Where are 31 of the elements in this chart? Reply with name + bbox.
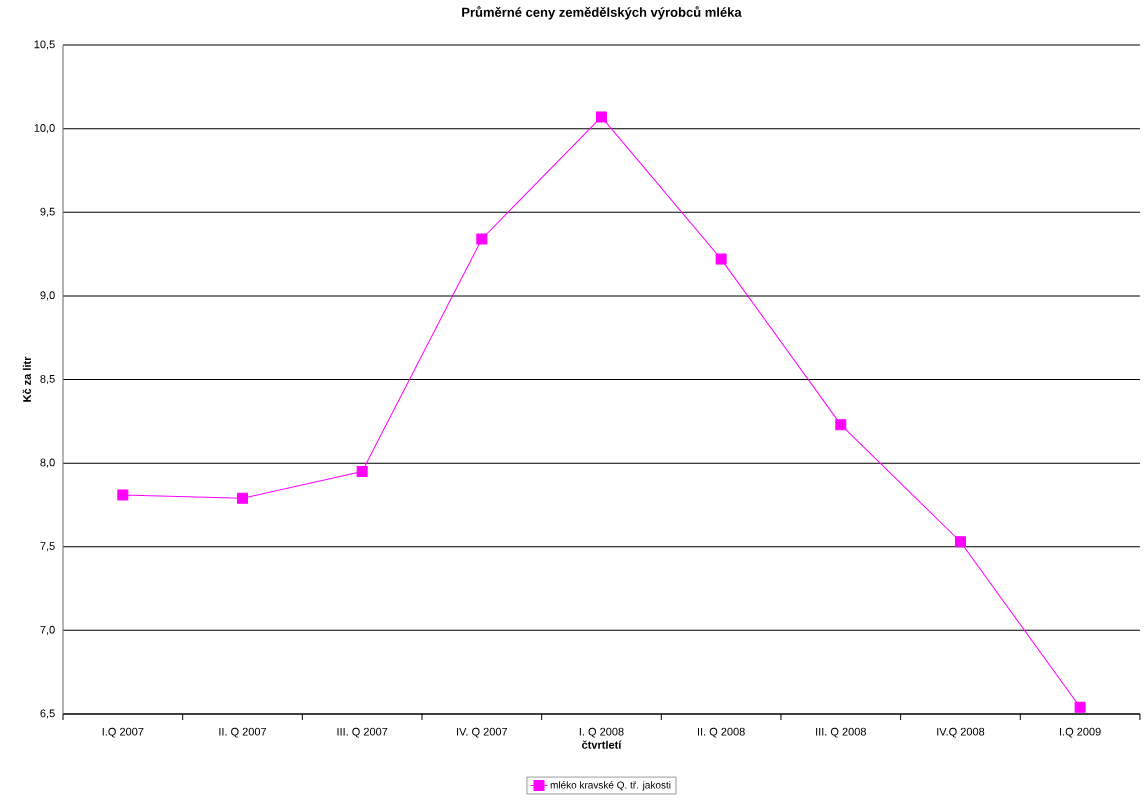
x-tick-label: III. Q 2008 <box>816 727 866 738</box>
point <box>715 253 727 265</box>
point <box>117 489 129 501</box>
point <box>1074 701 1086 713</box>
x-tick-label: I.Q 2009 <box>1060 727 1101 738</box>
y-tick-label: 7,0 <box>40 625 55 635</box>
x-tick-label: IV. Q 2007 <box>457 727 508 738</box>
y-tick-label: 10,5 <box>34 40 55 50</box>
y-tick-label: 8,5 <box>40 374 55 385</box>
x-tick-label: I.Q 2007 <box>102 727 144 738</box>
point <box>595 111 607 123</box>
y-tick-label: 10,0 <box>34 124 55 134</box>
point <box>954 536 966 548</box>
y-tick-label: 6,5 <box>40 709 55 719</box>
x-tick-label: III. Q 2007 <box>337 727 388 738</box>
point <box>476 233 488 245</box>
x-tick-label: II. Q 2008 <box>698 727 745 738</box>
legend-label: mléko kravské Q. tř. jakosti <box>550 781 671 791</box>
point <box>356 465 368 477</box>
y-tick-label: 9,0 <box>40 291 55 301</box>
y-axis-title: Kč za litr <box>22 356 31 402</box>
x-axis-title: čtvrtletí <box>582 740 622 749</box>
chart-title: Průměrné ceny zemědělských výrobců mléka <box>462 6 742 20</box>
point <box>835 419 847 431</box>
point <box>237 492 248 504</box>
x-tick-label: I. Q 2008 <box>579 727 624 738</box>
x-tick-label: IV.Q 2008 <box>937 727 985 738</box>
y-tick-label: 9,5 <box>40 207 55 217</box>
x-tick-label: II. Q 2007 <box>219 727 267 738</box>
y-tick-label: 8,0 <box>40 458 55 468</box>
y-tick-label: 7,5 <box>40 542 55 552</box>
